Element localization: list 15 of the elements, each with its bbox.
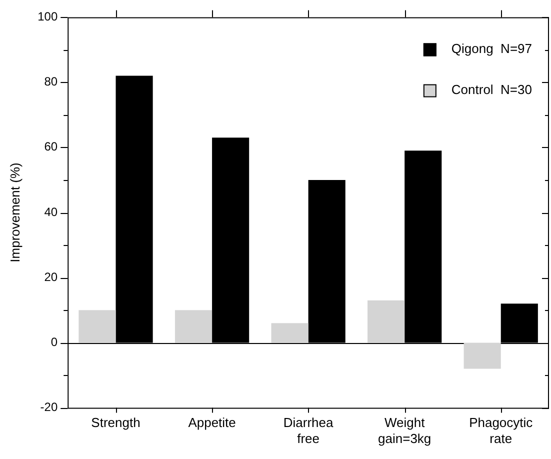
y-tick-label: 80 (44, 74, 58, 89)
y-tick-label: -20 (40, 400, 58, 414)
y-tick-label: 20 (44, 270, 58, 284)
x-tick-label: Phagocytic rate (469, 415, 534, 446)
legend-label: Control N=30 (451, 82, 532, 97)
legend-label: Qigong N=97 (451, 40, 532, 56)
y-tick-label: 40 (44, 204, 58, 219)
x-tick-label: Strength (91, 415, 140, 430)
x-tick-label: Appetite (188, 415, 236, 430)
x-tick-label: Weight gain=3kg (378, 415, 432, 446)
y-axis-title: Improvement (%) (7, 162, 22, 262)
y-tick-label: 0 (50, 335, 58, 350)
y-tick-label: 100 (38, 10, 58, 24)
x-tick-label: Diarrhea free (283, 415, 334, 446)
y-tick-label: 60 (44, 140, 58, 154)
